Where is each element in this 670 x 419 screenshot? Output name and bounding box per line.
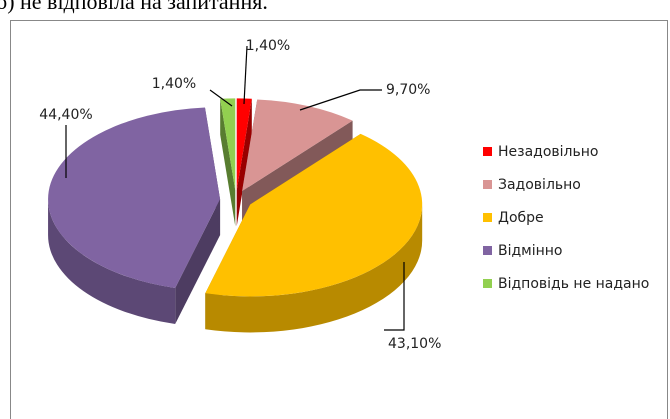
- legend-label: Задовільно: [498, 177, 581, 193]
- data-label: 1,40%: [246, 38, 290, 54]
- data-label: 1,40%: [152, 76, 196, 92]
- legend-label: Добре: [498, 210, 544, 226]
- slice-side: [48, 199, 176, 324]
- legend-label: Відмінно: [498, 243, 563, 259]
- legend-swatch: [483, 279, 492, 288]
- legend-label: Відповідь не надано: [498, 276, 649, 292]
- slice-tops: [48, 98, 423, 297]
- legend-swatch: [483, 213, 492, 222]
- slice: [205, 133, 423, 297]
- slice: [220, 98, 236, 191]
- slice-wall: [175, 199, 221, 324]
- slice: [242, 99, 353, 192]
- data-label: 44,40%: [39, 107, 92, 123]
- leader-line: [384, 262, 405, 331]
- legend-swatch: [483, 246, 492, 255]
- legend-swatch: [483, 147, 492, 156]
- slice-wall: [220, 98, 236, 227]
- legend-label: Незадовільно: [498, 144, 598, 160]
- data-label: 9,70%: [386, 82, 430, 98]
- slice: [48, 107, 221, 288]
- slice-wall: [236, 98, 252, 227]
- data-label: 43,10%: [388, 336, 441, 352]
- legend-swatch: [483, 180, 492, 189]
- leader-line: [299, 89, 382, 111]
- caption: б) не відповіла на запитання.: [0, 0, 268, 14]
- slice: [236, 98, 252, 191]
- leader-line: [209, 89, 233, 107]
- slice-side: [205, 204, 423, 333]
- leader-line: [243, 45, 248, 105]
- chart-frame: [10, 20, 668, 419]
